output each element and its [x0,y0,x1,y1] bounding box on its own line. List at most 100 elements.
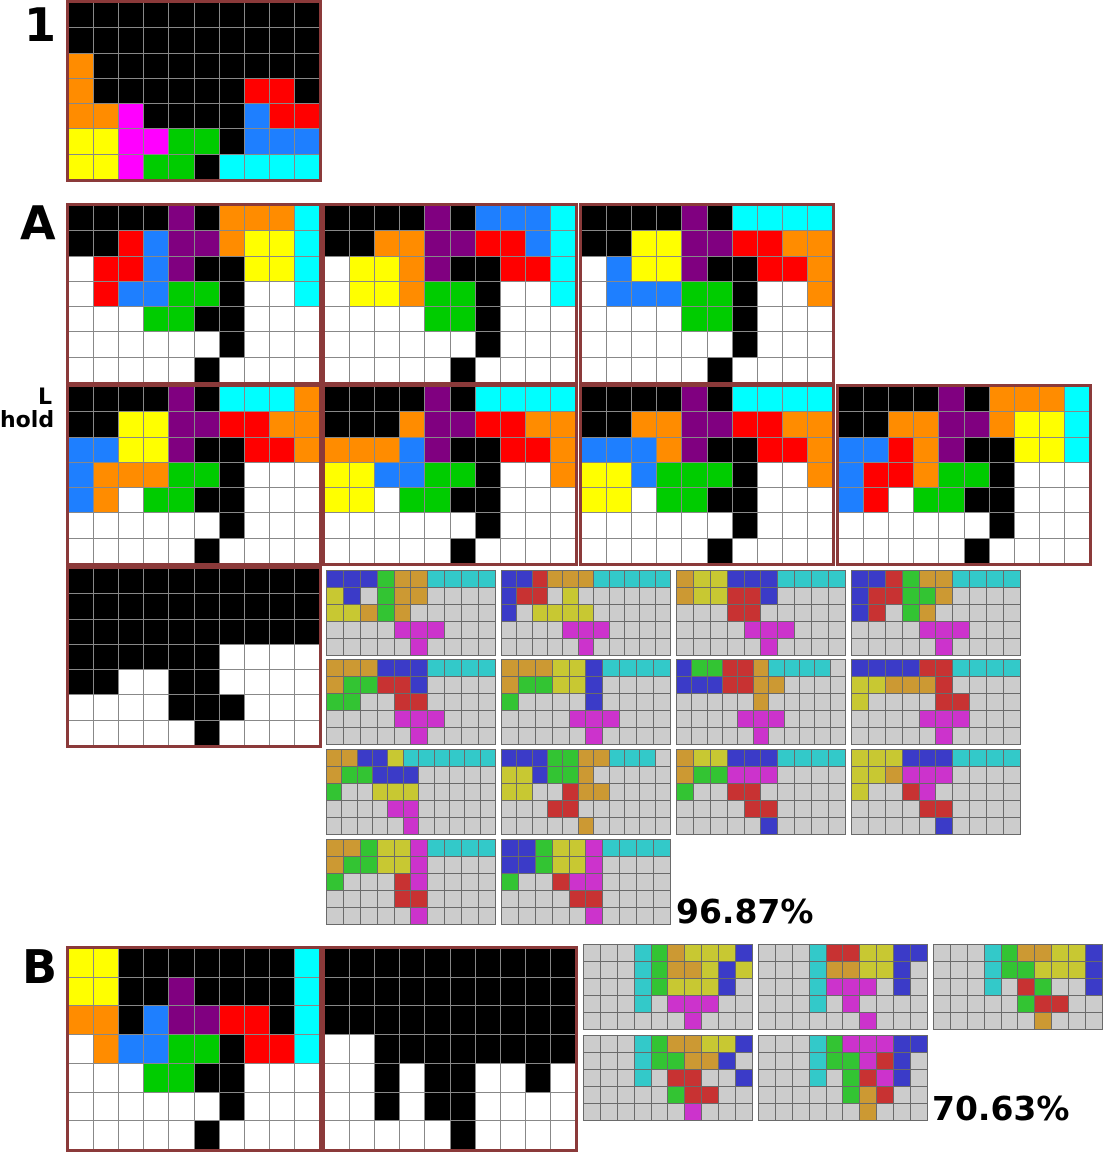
cell [839,412,864,437]
cell [517,784,532,800]
cell [795,750,812,766]
cell [685,1053,702,1069]
cell [194,129,219,154]
cell [902,750,919,766]
cell [759,1104,775,1120]
cell [479,694,495,710]
cell [411,874,428,890]
cell [194,949,219,977]
cell [343,874,360,890]
cell [294,437,319,462]
cell [517,588,532,604]
cell [620,660,637,676]
cell [502,857,518,873]
cell [657,256,682,281]
cell [812,571,829,587]
cell [479,677,495,693]
cell [885,588,902,604]
cell [394,605,411,621]
cell [169,538,194,563]
cell [617,996,634,1012]
cell [94,129,119,154]
cell [668,1036,685,1052]
cell [525,206,550,231]
cell [744,767,761,783]
cell [677,622,693,638]
cell [462,891,479,907]
cell [525,437,550,462]
cell [829,767,845,783]
cell [327,677,343,693]
cell [244,357,269,382]
cell [775,945,792,961]
cell [144,387,169,412]
cell [1039,513,1064,538]
cell [450,1035,475,1063]
cell [885,750,902,766]
cell [350,977,375,1006]
cell [403,818,419,834]
cell [502,874,518,890]
cell [894,1053,911,1069]
cell [532,605,548,621]
cell [532,767,548,783]
cell [934,996,950,1012]
cell [194,538,219,563]
cell [807,231,832,256]
cell [517,622,532,638]
cell [144,231,169,256]
cell [325,437,350,462]
cell [967,979,984,995]
cell [902,694,919,710]
cell [637,728,654,744]
cell [964,437,989,462]
cell [860,962,877,978]
cell [269,1092,294,1121]
cell [525,513,550,538]
cell [967,945,984,961]
cell [757,538,782,563]
cell [953,588,970,604]
cell [953,801,970,817]
cell [809,945,826,961]
cell [428,677,445,693]
cell [119,462,144,488]
cell [144,1035,169,1063]
cell [757,206,782,231]
cell [325,281,350,307]
cell [517,818,532,834]
cell [325,538,350,563]
cell [1004,605,1020,621]
cell [294,231,319,256]
cell [94,488,119,513]
mini-b-4 [583,1035,753,1121]
cell [428,588,445,604]
cell [325,1063,350,1092]
cell [753,694,769,710]
cell [327,639,343,655]
cell [578,818,594,834]
cell [914,462,939,488]
cell [327,891,343,907]
cell [1018,979,1035,995]
cell [914,412,939,437]
cell [144,332,169,357]
cell [428,891,445,907]
cell [809,1104,826,1120]
cell [584,996,600,1012]
cell [69,462,94,488]
cell [830,677,845,693]
cell [707,538,732,563]
cell [868,571,885,587]
cell [194,670,219,695]
cell [775,962,792,978]
cell [294,695,319,720]
cell [169,412,194,437]
cell [475,307,500,332]
cell [586,857,603,873]
cell [617,962,634,978]
cell [169,462,194,488]
cell [269,129,294,154]
cell [860,1070,877,1086]
cell [500,949,525,977]
